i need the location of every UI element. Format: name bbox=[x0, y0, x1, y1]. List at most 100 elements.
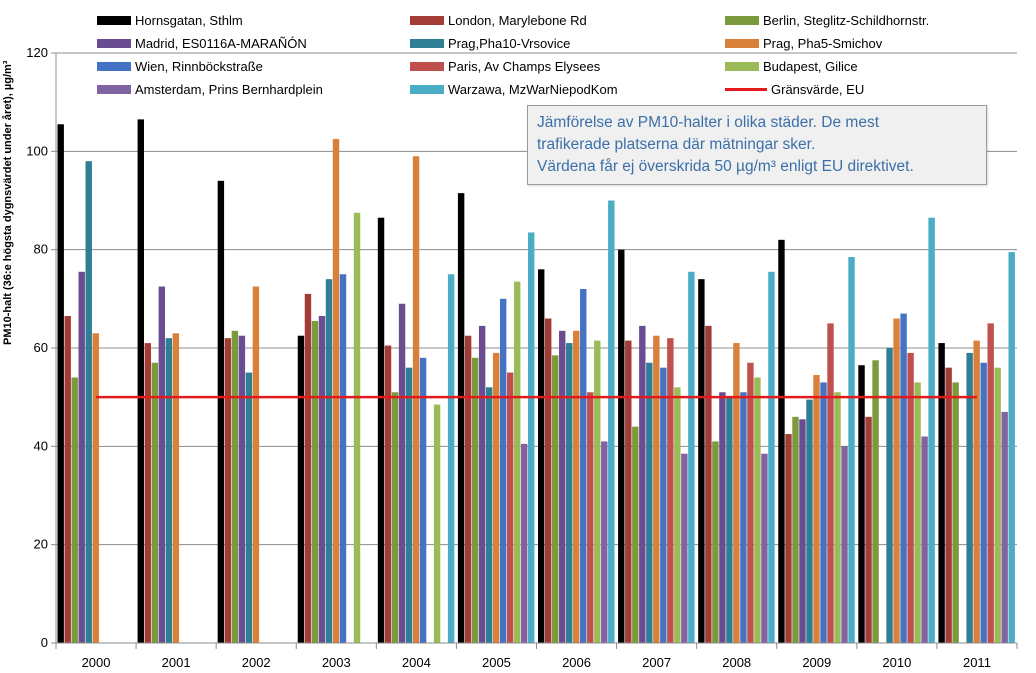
bar-2009-s5 bbox=[813, 375, 820, 643]
bar-2009-s7 bbox=[827, 323, 834, 643]
bar-2003-s6 bbox=[339, 274, 347, 643]
bar-2003-s1 bbox=[304, 293, 312, 643]
bar-2011-s4 bbox=[966, 352, 973, 643]
x-tick-label-2003: 2003 bbox=[322, 655, 351, 670]
bar-2005-s7 bbox=[506, 372, 514, 643]
bar-2011-s5 bbox=[973, 340, 980, 644]
bar-2007-s4 bbox=[646, 362, 653, 643]
legend-swatch bbox=[725, 62, 759, 71]
bar-2008-s7 bbox=[747, 362, 754, 643]
bar-2011-s7 bbox=[987, 323, 994, 643]
bar-2003-s3 bbox=[318, 316, 326, 643]
bar-2009-s2 bbox=[792, 416, 799, 643]
legend-item: Gränsvärde, EU bbox=[725, 82, 864, 97]
bar-2002-s2 bbox=[231, 330, 239, 643]
bar-2001-s1 bbox=[144, 343, 151, 643]
legend-label: Berlin, Steglitz-Schildhornstr. bbox=[763, 13, 930, 28]
x-tick-label-2004: 2004 bbox=[402, 655, 431, 670]
y-tick-label-40: 40 bbox=[34, 438, 48, 453]
x-tick-labels: 2000 2001 2002 2003 2004 2005 2006 2007 2008 2009… bbox=[55, 643, 1018, 670]
bar-2009-s3 bbox=[799, 419, 806, 643]
bar-2003-s4 bbox=[325, 279, 333, 643]
bar-2006-s5 bbox=[573, 330, 580, 643]
bar-2011-s9 bbox=[1001, 411, 1008, 643]
legend-swatch bbox=[410, 16, 444, 25]
bar-2006-s7 bbox=[587, 392, 594, 643]
bar-2010-s7 bbox=[907, 352, 914, 643]
bar-2001-s4 bbox=[165, 338, 173, 643]
legend-item: Amsterdam, Prins Bernhardplein bbox=[97, 82, 323, 97]
bar-2005-s3 bbox=[478, 325, 486, 644]
bar-2009-s10 bbox=[848, 257, 855, 643]
legend-item: London, Marylebone Rd bbox=[410, 13, 587, 28]
legend-label: Paris, Av Champs Elysees bbox=[448, 59, 601, 74]
bar-2000-s4 bbox=[85, 161, 92, 644]
legend-swatch bbox=[725, 16, 759, 25]
bar-2007-s8 bbox=[674, 387, 681, 643]
legend-label: Madrid, ES0116A-MARAÑÓN bbox=[135, 36, 307, 51]
x-tick-label-2009: 2009 bbox=[802, 655, 831, 670]
bar-2011-s1 bbox=[945, 367, 952, 643]
bar-2007-s9 bbox=[681, 453, 688, 643]
bar-2008-s6 bbox=[740, 392, 747, 643]
legend-label: Amsterdam, Prins Bernhardplein bbox=[135, 82, 323, 97]
bar-2004-s0 bbox=[377, 217, 385, 643]
bar-2007-s0 bbox=[618, 249, 625, 644]
bar-2009-s0 bbox=[778, 239, 785, 643]
bar-2003-s8 bbox=[353, 212, 361, 644]
bar-2009-s9 bbox=[841, 446, 848, 643]
legend-swatch bbox=[97, 39, 131, 48]
legend-label: Warzawa, MzWarNiepodKom bbox=[448, 82, 618, 97]
bar-2005-s6 bbox=[499, 298, 507, 643]
bar-2000-s5 bbox=[92, 333, 99, 643]
legend-swatch bbox=[97, 62, 131, 71]
bar-2005-s5 bbox=[492, 352, 500, 643]
bar-2006-s3 bbox=[559, 330, 566, 643]
legend-swatch bbox=[97, 16, 131, 25]
legend: Hornsgatan, Sthlm London, Marylebone Rd Be… bbox=[0, 0, 1036, 110]
legend-line-swatch bbox=[725, 88, 767, 91]
bar-2004-s1 bbox=[384, 345, 392, 643]
legend-label: London, Marylebone Rd bbox=[448, 13, 587, 28]
bar-2005-s2 bbox=[471, 357, 479, 643]
bar-2000-s2 bbox=[71, 377, 78, 643]
bar-2002-s5 bbox=[252, 286, 260, 643]
bar-2004-s4 bbox=[405, 367, 413, 643]
x-tick-label-2001: 2001 bbox=[162, 655, 191, 670]
bar-2004-s5 bbox=[412, 156, 420, 643]
bar-2006-s1 bbox=[545, 318, 552, 643]
legend-item: Berlin, Steglitz-Schildhornstr. bbox=[725, 13, 929, 28]
y-tick-label-120: 120 bbox=[26, 45, 48, 60]
bar-2008-s9 bbox=[761, 453, 768, 643]
x-tick-label-2005: 2005 bbox=[482, 655, 511, 670]
bar-2011-s0 bbox=[938, 343, 945, 643]
bar-2006-s9 bbox=[601, 441, 608, 643]
bar-2001-s5 bbox=[172, 333, 180, 643]
bar-2004-s3 bbox=[398, 303, 406, 643]
legend-label: Budapest, Gilice bbox=[763, 59, 858, 74]
bar-2005-s4 bbox=[485, 387, 493, 643]
bar-2007-s1 bbox=[625, 340, 632, 644]
legend-item: Madrid, ES0116A-MARAÑÓN bbox=[97, 36, 307, 51]
legend-swatch bbox=[97, 85, 131, 94]
x-tick-label-2007: 2007 bbox=[642, 655, 671, 670]
bar-2001-s2 bbox=[151, 362, 159, 643]
bar-2005-s0 bbox=[457, 193, 465, 644]
bar-2006-s6 bbox=[580, 289, 587, 643]
bar-2003-s2 bbox=[311, 320, 319, 643]
legend-label: Hornsgatan, Sthlm bbox=[135, 13, 243, 28]
bar-2001-s0 bbox=[137, 119, 144, 644]
bar-2004-s6 bbox=[419, 357, 427, 643]
x-tick-label-2010: 2010 bbox=[882, 655, 911, 670]
bar-2004-s10 bbox=[447, 274, 455, 643]
legend-label: Gränsvärde, EU bbox=[771, 82, 865, 97]
bar-2010-s2 bbox=[872, 360, 879, 643]
y-tick-labels: 0 20 40 60 80 100 120 bbox=[26, 45, 56, 650]
x-tick-label-2008: 2008 bbox=[722, 655, 751, 670]
bar-2000-s3 bbox=[78, 271, 85, 643]
bar-2007-s2 bbox=[632, 426, 639, 643]
bar-2008-s8 bbox=[754, 377, 761, 643]
annotation-line-2: trafikerade platserna där mätningar sker… bbox=[537, 136, 816, 153]
bar-2009-s8 bbox=[834, 392, 841, 643]
bar-2006-s0 bbox=[538, 269, 545, 643]
